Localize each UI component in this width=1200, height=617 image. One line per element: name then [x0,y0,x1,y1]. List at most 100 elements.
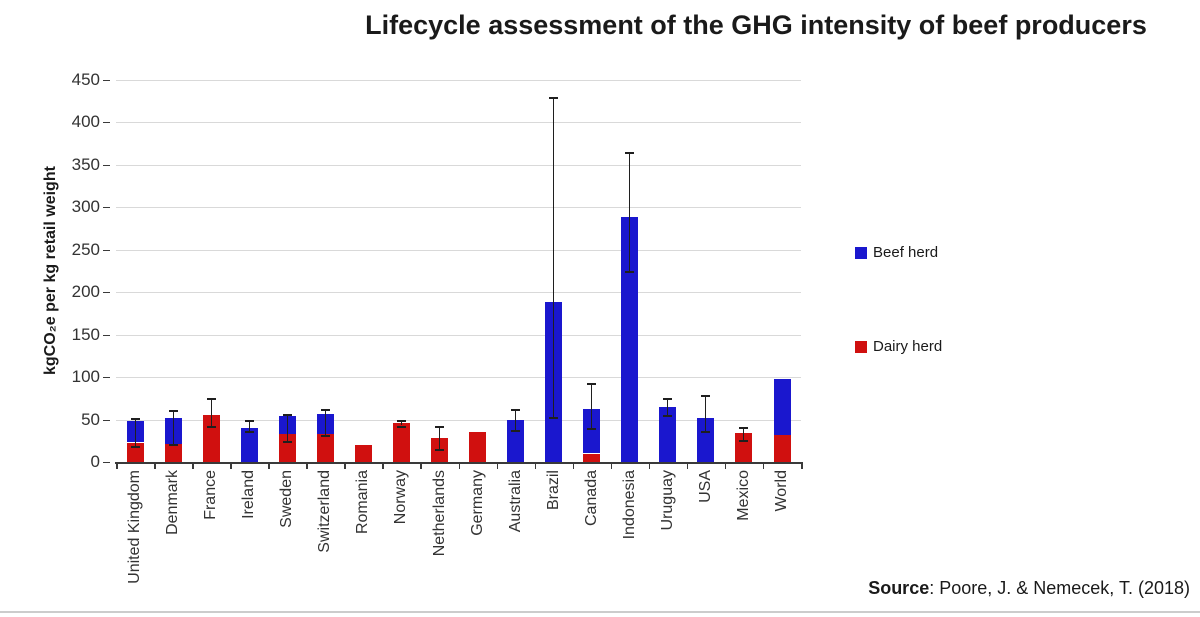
x-tick-mark [572,462,575,469]
error-bar-cap-top [587,383,597,386]
error-bar-cap-top [625,152,635,155]
y-tick-label: 350 [71,154,100,174]
y-tick-mark [103,462,110,463]
y-tick-mark [103,164,110,166]
error-bar-cap-top [282,413,292,416]
gridline [116,292,801,294]
gridline [116,207,801,209]
gridline [116,164,801,166]
x-axis-label: Canada [582,470,600,527]
x-axis-label: Brazil [544,470,562,511]
error-bar-cap-bottom [244,430,254,433]
x-tick-mark [686,462,689,469]
x-tick-mark [534,462,537,469]
bottom-divider [0,611,1200,613]
bar-segment-dairy-herd-norway [392,423,410,462]
error-bar-cap-top [206,397,216,400]
y-tick-mark [103,249,110,251]
x-axis-label: Mexico [734,470,752,521]
x-tick-mark [230,462,232,469]
x-tick-mark [154,462,156,469]
x-tick-mark [306,462,308,469]
x-axis-label: Norway [392,470,410,525]
gridline [116,419,801,421]
error-bar-line [629,152,631,271]
gridline [116,334,801,336]
bar-segment-beef-herd-ireland [240,428,258,462]
source-text: : Poore, J. & Nemecek, T. (2018) [929,578,1190,598]
bar-segment-dairy-herd-romania [354,445,372,462]
y-tick-label: 300 [71,197,100,217]
error-bar-line [705,394,707,432]
error-bar-line [553,97,555,417]
x-tick-mark [382,462,384,469]
error-bar-line [743,427,745,440]
error-bar-line [134,417,136,446]
x-axis-label: Switzerland [316,470,334,553]
gridline [116,80,801,81]
x-tick-mark [496,462,499,469]
source-note: Source: Poore, J. & Nemecek, T. (2018) [868,578,1190,599]
y-tick-mark [103,419,110,421]
x-axis-line [115,462,801,464]
error-bar-cap-bottom [511,429,521,432]
bar-segment-beef-herd-indonesia [621,216,639,462]
x-tick-mark [420,462,422,469]
x-tick-mark [268,462,270,469]
error-bar-cap-top [396,420,406,423]
x-axis-label: Ireland [240,470,258,519]
x-tick-mark [192,462,194,469]
error-bar-cap-bottom [549,417,559,419]
error-bar-line [248,420,250,431]
source-label: Source [868,578,930,598]
error-bar-cap-top [130,417,140,420]
x-tick-mark [610,462,613,469]
error-bar-line [439,426,440,450]
chart-title: Lifecycle assessment of the GHG intensit… [365,10,1147,40]
x-tick-mark [648,462,651,469]
x-axis-label: Sweden [278,470,296,528]
bar-segment-dairy-herd-switzerland [316,434,334,462]
bar-segment-dairy-herd-germany [469,432,486,462]
y-tick-mark [103,334,110,336]
y-tick-mark [103,207,110,209]
error-bar-line [591,383,593,429]
y-tick-label: 0 [90,452,100,471]
y-tick-label: 50 [81,409,100,429]
error-bar-cap-top [168,410,178,413]
y-tick-label: 200 [71,282,100,302]
error-bar-cap-bottom [282,440,292,443]
x-axis-label: Netherlands [430,470,448,557]
bar-segment-beef-herd-uruguay [659,406,677,462]
legend-item-dairy-herd: Dairy herd [855,338,942,355]
y-axis-title: kgCO₂e per kg retail weight [42,166,59,376]
legend-item-beef-herd: Beef herd [855,244,938,261]
gridline [116,122,801,124]
y-tick-mark [103,122,110,124]
error-bar-cap-bottom [396,425,406,428]
bar-segment-dairy-herd-canada [583,453,601,462]
x-axis-label: France [202,470,220,520]
dairy-herd-swatch [855,340,867,353]
x-tick-mark [762,462,765,469]
error-bar-line [286,413,288,441]
error-bar-cap-bottom [206,426,216,429]
y-tick-mark [103,80,110,81]
x-axis-label: Indonesia [620,470,638,540]
error-bar-cap-top [549,97,559,99]
error-bar-cap-top [663,398,673,401]
error-bar-cap-bottom [663,415,673,418]
error-bar-cap-top [320,409,330,412]
error-bar-cap-top [435,426,444,429]
error-bar-cap-bottom [587,428,597,430]
error-bar-cap-bottom [739,439,749,442]
y-tick-label: 150 [71,324,100,344]
error-bar-cap-bottom [625,271,635,273]
error-bar-line [172,410,174,445]
y-tick-label: 400 [71,112,100,132]
bar-segment-beef-herd-usa [697,417,715,462]
x-tick-mark [458,462,460,469]
y-tick-label: 100 [71,367,100,387]
bar-segment-dairy-herd-denmark [164,444,182,462]
